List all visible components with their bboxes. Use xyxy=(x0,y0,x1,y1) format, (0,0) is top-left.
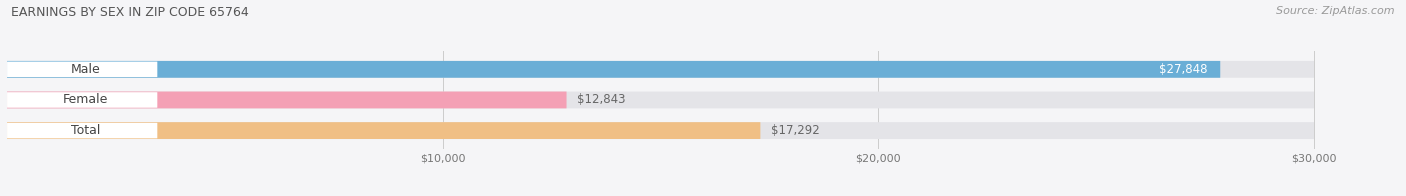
FancyBboxPatch shape xyxy=(7,61,1315,78)
Text: Female: Female xyxy=(62,93,108,106)
FancyBboxPatch shape xyxy=(7,122,1315,139)
Text: $27,848: $27,848 xyxy=(1159,63,1208,76)
FancyBboxPatch shape xyxy=(7,62,157,77)
Text: EARNINGS BY SEX IN ZIP CODE 65764: EARNINGS BY SEX IN ZIP CODE 65764 xyxy=(11,6,249,19)
FancyBboxPatch shape xyxy=(7,92,1315,108)
Text: Total: Total xyxy=(70,124,100,137)
Text: $17,292: $17,292 xyxy=(770,124,820,137)
Text: $12,843: $12,843 xyxy=(576,93,626,106)
FancyBboxPatch shape xyxy=(7,61,1220,78)
Text: Male: Male xyxy=(70,63,100,76)
FancyBboxPatch shape xyxy=(7,92,567,108)
FancyBboxPatch shape xyxy=(7,123,157,138)
FancyBboxPatch shape xyxy=(7,122,761,139)
Text: Source: ZipAtlas.com: Source: ZipAtlas.com xyxy=(1277,6,1395,16)
FancyBboxPatch shape xyxy=(7,92,157,108)
